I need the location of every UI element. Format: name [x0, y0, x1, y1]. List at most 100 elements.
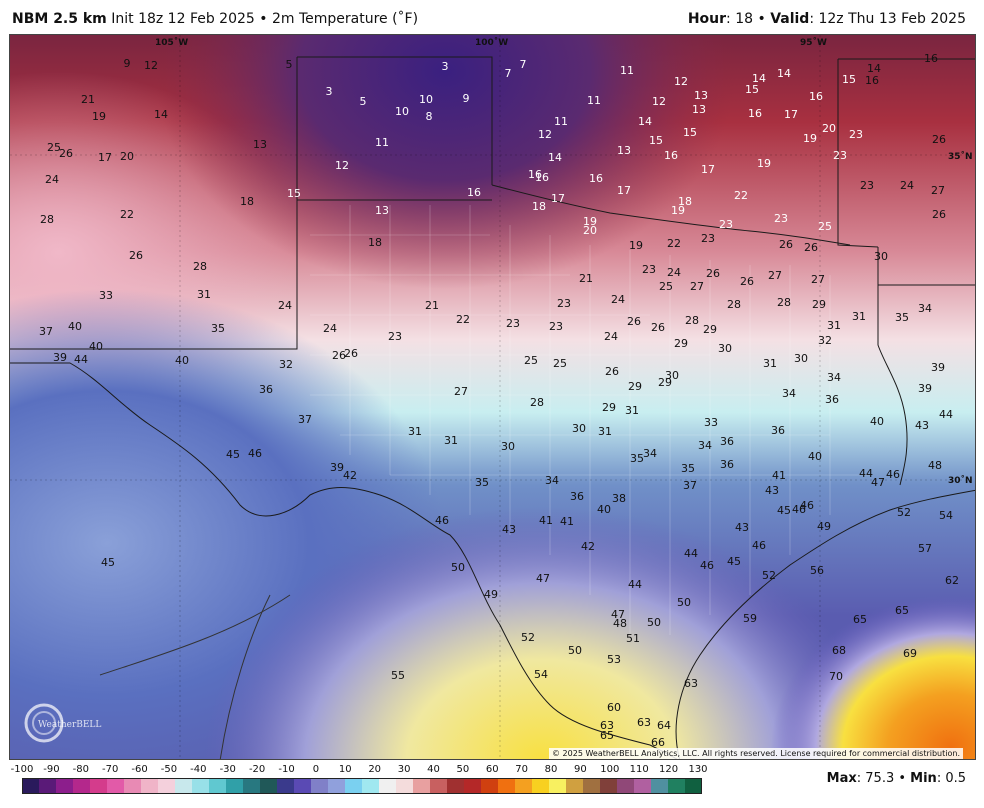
temperature-label: 22: [456, 313, 470, 326]
colorbar-segment: [651, 778, 669, 794]
temperature-label: 41: [772, 469, 786, 482]
colorbar-tick-label: -80: [72, 764, 89, 775]
temperature-label: 52: [897, 506, 911, 519]
temperature-label: 40: [175, 354, 189, 367]
temperature-label: 37: [683, 479, 697, 492]
temperature-label: 62: [945, 574, 959, 587]
temperature-map[interactable]: 105˚W 100˚W 95˚W 35˚N 30˚N 9 12 5 3 7 7 11 14 16…: [9, 34, 976, 760]
colorbar-tick-label: 70: [515, 764, 529, 775]
colorbar-tick-label: 80: [544, 764, 558, 775]
sabine-river-border: [877, 285, 908, 486]
temperature-label: 15: [287, 187, 301, 200]
temperature-label: 50: [568, 644, 582, 657]
temperature-label: 31: [197, 288, 211, 301]
map-canvas[interactable]: 105˚W 100˚W 95˚W 35˚N 30˚N 9 12 5 377 11 1416…: [10, 35, 976, 760]
temperature-label: 34: [698, 439, 712, 452]
colorbar-segment: [22, 778, 40, 794]
oklahoma-panhandle-border: [297, 56, 493, 185]
temperature-label: 14: [867, 62, 881, 75]
colorbar-segment: [124, 778, 142, 794]
colorbar-segment: [532, 778, 550, 794]
temperature-label: 23: [506, 317, 520, 330]
temperature-label: 31: [444, 434, 458, 447]
temperature-label: 26: [332, 349, 346, 362]
temperature-label: 18: [678, 195, 692, 208]
temperature-label: 23: [642, 263, 656, 276]
temperature-label: 20: [822, 122, 836, 135]
temperature-label: 17: [551, 192, 565, 205]
temperature-label: 46: [886, 468, 900, 481]
temperature-label: 32: [279, 358, 293, 371]
temperature-label: 7: [505, 67, 512, 80]
temperature-label: 16: [535, 171, 549, 184]
temperature-label: 18: [240, 195, 254, 208]
lat-30-label: 30˚N: [948, 475, 973, 486]
max-label: Max: [826, 771, 857, 786]
temperature-label: 28: [777, 296, 791, 309]
temperature-label: 23: [549, 320, 563, 333]
temperature-label: 13: [375, 204, 389, 217]
colorbar-tick-label: -60: [131, 764, 148, 775]
temperature-label: 25: [524, 354, 538, 367]
temperature-label: 54: [534, 668, 548, 681]
temperature-label: 43: [502, 523, 516, 536]
temperature-label: 34: [782, 387, 796, 400]
temperature-label: 16: [748, 107, 762, 120]
temperature-label: 43: [765, 484, 779, 497]
temperature-label: 23: [557, 297, 571, 310]
temperature-label: 63: [600, 719, 614, 732]
temperature-label: 21: [81, 93, 95, 106]
temperature-label: 14: [154, 108, 168, 121]
valid-time: Hour: 18 • Valid: 12z Thu 13 Feb 2025: [688, 11, 966, 27]
temperature-label: 34: [643, 447, 657, 460]
temperature-label: 31: [827, 319, 841, 332]
hour-label: Hour: [687, 11, 727, 27]
max-value: : 75.3 •: [856, 771, 911, 786]
temperature-label: 33: [704, 416, 718, 429]
lon-105-label: 105˚W: [155, 37, 188, 48]
colorbar-tick-label: 10: [338, 764, 352, 775]
temperature-label: 35: [630, 452, 644, 465]
temperature-label: 22: [734, 189, 748, 202]
temperature-label: 47: [536, 572, 550, 585]
temperature-label: 24: [900, 179, 914, 192]
temperature-label: 19: [757, 157, 771, 170]
temperature-label: 26: [651, 321, 665, 334]
colorbar-tick-label: 130: [688, 764, 708, 775]
temperature-label: 11: [620, 64, 634, 77]
temperature-label: 36: [720, 435, 734, 448]
temperature-label: 65: [600, 729, 614, 742]
temperature-label: 48: [928, 459, 942, 472]
temperature-label: 7: [520, 58, 527, 71]
model-name: NBM 2.5 km: [12, 11, 107, 27]
temperature-label: 14: [752, 72, 766, 85]
colorbar-segment: [447, 778, 465, 794]
temperature-label: 28: [193, 260, 207, 273]
temperature-label: 63: [684, 677, 698, 690]
temperature-label: 40: [870, 415, 884, 428]
temperature-label: 32: [818, 334, 832, 347]
temperature-label: 23: [833, 149, 847, 162]
temperature-label: 45: [727, 555, 741, 568]
colorbar-segment: [311, 778, 329, 794]
temperature-label: 10: [419, 93, 433, 106]
lat-35-label: 35˚N: [948, 151, 973, 162]
map-title: NBM 2.5 km Init 18z 12 Feb 2025 • 2m Tem…: [12, 11, 418, 27]
temperature-label: 23: [774, 212, 788, 225]
temperature-label: 17: [701, 163, 715, 176]
temperature-label: 36: [720, 458, 734, 471]
colorbar-tick-label: -30: [219, 764, 236, 775]
temperature-label: 41: [560, 515, 574, 528]
temperature-label: 27: [931, 184, 945, 197]
mexico-state-border: [99, 594, 291, 676]
temperature-label: 68: [832, 644, 846, 657]
temperature-label: 25: [553, 357, 567, 370]
temperature-label: 52: [762, 569, 776, 582]
colorbar-segment: [328, 778, 346, 794]
temperature-label: 70: [829, 670, 843, 683]
colorbar-segment: [209, 778, 227, 794]
temperature-label: 20: [120, 150, 134, 163]
temperature-label: 29: [658, 376, 672, 389]
temperature-label: 23: [388, 330, 402, 343]
